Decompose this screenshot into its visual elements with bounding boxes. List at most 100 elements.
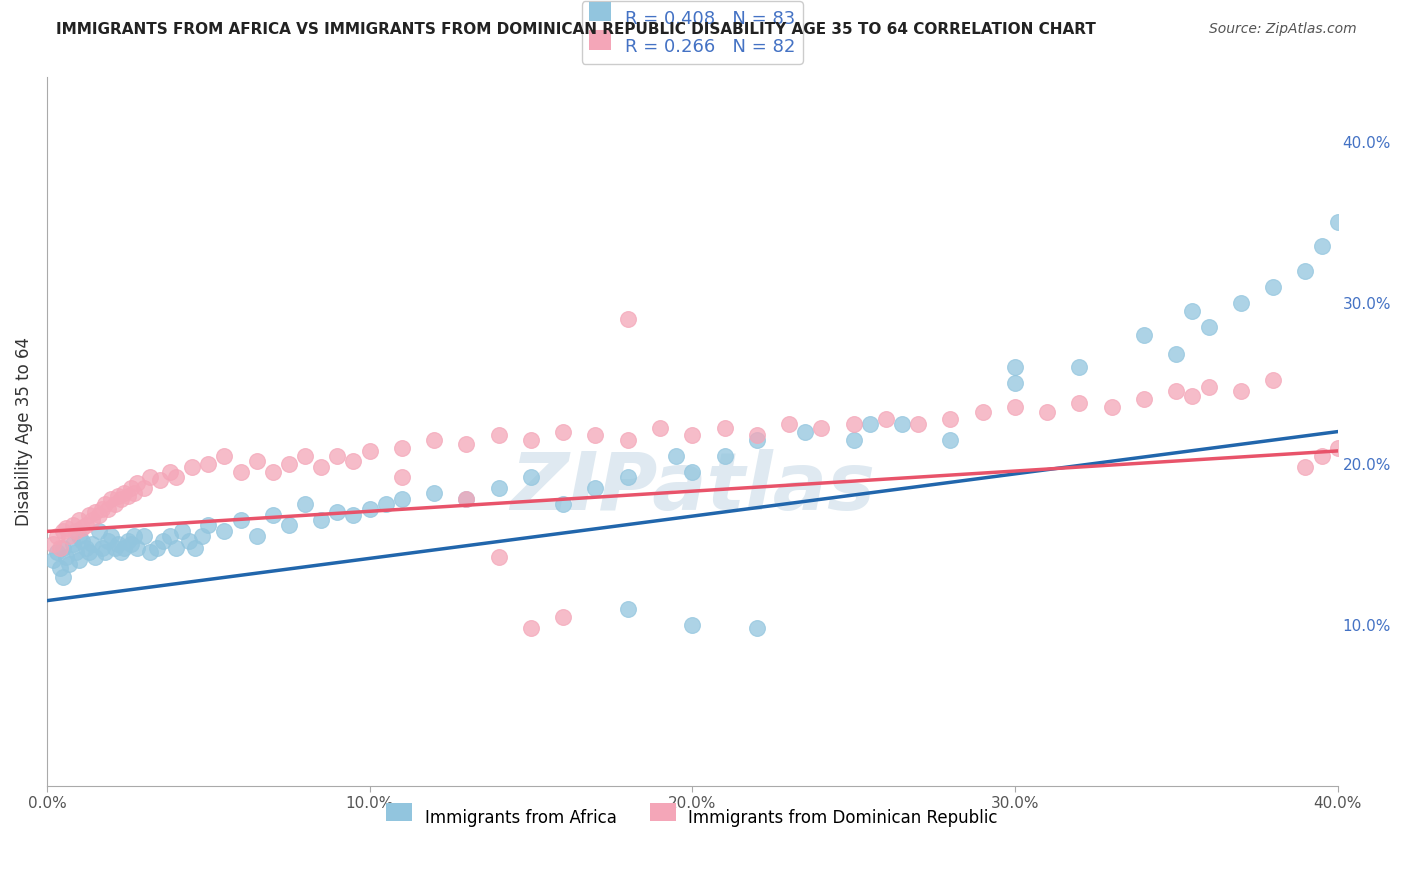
Point [84, 505, 107, 519]
Point [1326, 441, 1348, 455]
Point [52, 569, 75, 583]
Point [1133, 328, 1156, 343]
Point [1036, 405, 1059, 419]
Point [94, 545, 117, 559]
Point [585, 427, 607, 442]
Point [1326, 215, 1348, 229]
Point [391, 492, 413, 507]
Point [184, 541, 207, 555]
Point [246, 453, 269, 467]
Point [1294, 263, 1316, 277]
Point [326, 505, 349, 519]
Point [616, 433, 638, 447]
Point [520, 433, 543, 447]
Point [939, 411, 962, 425]
Point [90, 502, 112, 516]
Point [585, 481, 607, 495]
Point [197, 457, 219, 471]
Point [1294, 460, 1316, 475]
Point [58, 557, 80, 571]
Point [423, 433, 446, 447]
Point [159, 529, 181, 543]
Point [120, 537, 142, 551]
Point [745, 621, 768, 635]
Point [132, 481, 155, 495]
Point [52, 541, 75, 555]
Point [359, 444, 381, 458]
Point [77, 545, 100, 559]
Point [80, 513, 103, 527]
Point [62, 518, 84, 533]
Point [681, 617, 703, 632]
Point [1198, 320, 1220, 334]
Point [1181, 389, 1204, 403]
Point [713, 449, 735, 463]
Point [45, 529, 67, 543]
Point [859, 417, 882, 431]
Point [520, 621, 543, 635]
Point [159, 465, 181, 479]
Point [875, 411, 897, 425]
Point [58, 529, 80, 543]
Point [52, 524, 75, 539]
Point [172, 524, 194, 539]
Point [132, 529, 155, 543]
Point [120, 481, 142, 495]
Point [520, 469, 543, 483]
Point [139, 545, 162, 559]
Text: ZIPatlas: ZIPatlas [510, 450, 875, 527]
Point [423, 485, 446, 500]
Point [309, 513, 332, 527]
Point [49, 561, 72, 575]
Point [907, 417, 929, 431]
Point [342, 453, 364, 467]
Point [456, 492, 478, 507]
Point [165, 469, 187, 483]
Point [112, 485, 135, 500]
Point [1181, 304, 1204, 318]
Point [45, 545, 67, 559]
Point [72, 534, 94, 549]
Point [165, 541, 187, 555]
Point [55, 521, 77, 535]
Point [87, 524, 110, 539]
Point [1310, 239, 1333, 253]
Point [553, 425, 575, 439]
Legend: Immigrants from Africa, Immigrants from Dominican Republic: Immigrants from Africa, Immigrants from … [380, 803, 1005, 834]
Point [665, 449, 688, 463]
Point [122, 485, 145, 500]
Point [1261, 373, 1284, 387]
Point [62, 537, 84, 551]
Point [1069, 395, 1091, 409]
Point [1166, 384, 1188, 399]
Point [49, 541, 72, 555]
Point [104, 497, 127, 511]
Point [277, 518, 299, 533]
Point [145, 541, 167, 555]
Point [374, 497, 396, 511]
Point [794, 425, 817, 439]
Point [75, 518, 97, 533]
Point [55, 550, 77, 565]
Text: Source: ZipAtlas.com: Source: ZipAtlas.com [1209, 22, 1357, 37]
Point [67, 529, 90, 543]
Point [90, 541, 112, 555]
Point [294, 449, 316, 463]
Point [149, 473, 172, 487]
Point [84, 550, 107, 565]
Point [246, 529, 269, 543]
Point [112, 541, 135, 555]
Point [553, 497, 575, 511]
Point [104, 541, 127, 555]
Point [80, 537, 103, 551]
Point [177, 534, 200, 549]
Point [939, 433, 962, 447]
Point [214, 524, 236, 539]
Point [67, 513, 90, 527]
Point [616, 312, 638, 326]
Point [262, 508, 284, 523]
Point [110, 492, 132, 507]
Point [110, 545, 132, 559]
Point [1166, 347, 1188, 361]
Y-axis label: Disability Age 35 to 64: Disability Age 35 to 64 [15, 337, 32, 526]
